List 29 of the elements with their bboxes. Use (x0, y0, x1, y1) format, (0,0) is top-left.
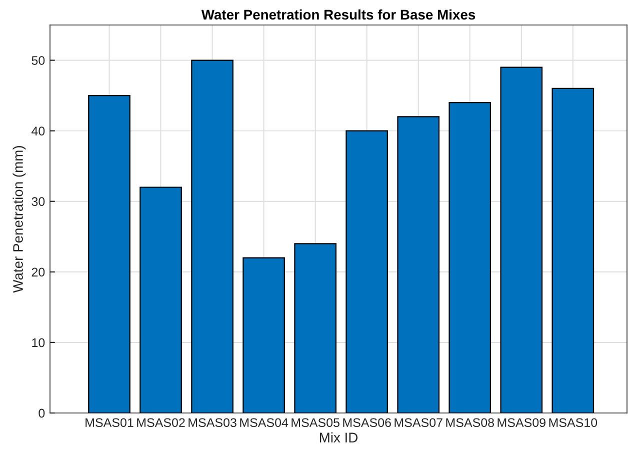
bar (191, 60, 234, 413)
x-tick-label: MSAS03 (188, 418, 236, 428)
y-axis-title: Water Penetration (mm) (12, 146, 26, 293)
bar (140, 186, 182, 413)
x-tick-label: MSAS10 (549, 418, 598, 428)
bar (294, 243, 336, 413)
chart-title: Water Penetration Results for Base Mixes (201, 9, 476, 20)
bar (242, 257, 285, 413)
x-axis-title: Mix ID (320, 432, 358, 442)
y-tick-label: 0 (38, 408, 45, 418)
y-tick-label: 50 (32, 56, 45, 65)
bar (500, 66, 543, 413)
y-tick-label: 20 (32, 268, 45, 277)
y-tick-label: 30 (32, 197, 45, 206)
bar (397, 116, 440, 413)
bar (448, 102, 492, 413)
x-tick-label: MSAS02 (137, 418, 185, 428)
x-tick-label: MSAS07 (394, 418, 442, 428)
x-tick-label: MSAS06 (343, 418, 391, 428)
y-tick-label: 40 (32, 126, 45, 136)
x-tick-label: MSAS01 (86, 418, 134, 428)
x-tick-label: MSAS09 (498, 418, 546, 428)
x-tick-label: MSAS05 (292, 418, 340, 428)
x-tick-label: MSAS04 (240, 418, 288, 428)
y-tick-label: 10 (32, 338, 45, 348)
bar (552, 88, 594, 413)
bar (88, 94, 130, 413)
x-tick-label: MSAS08 (446, 418, 494, 428)
bar (346, 130, 388, 413)
